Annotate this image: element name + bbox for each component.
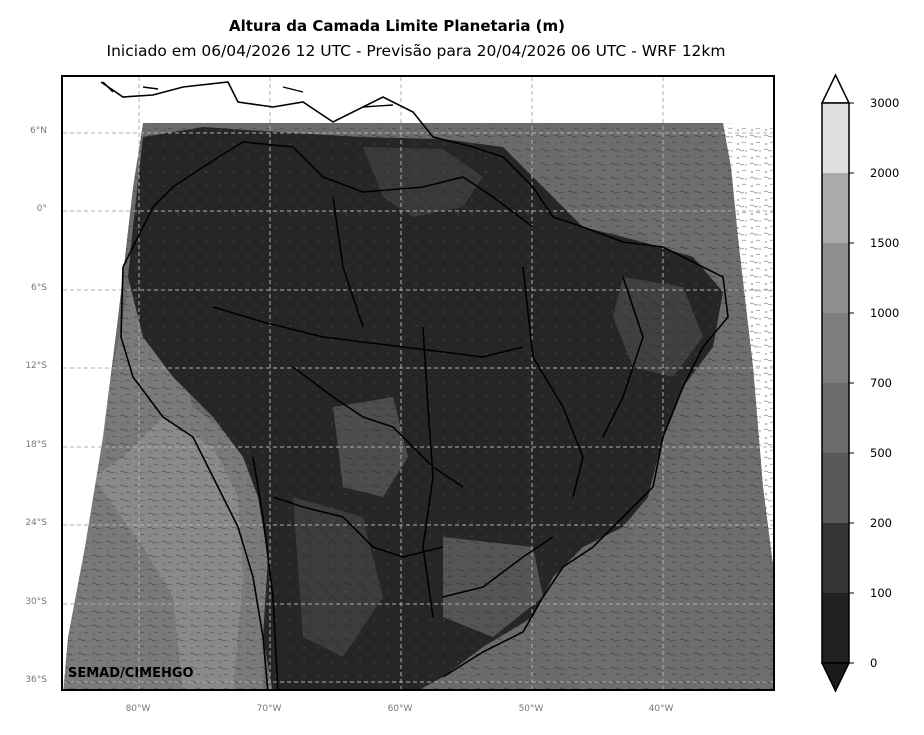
- colorbar-tick-label: 700: [870, 376, 892, 390]
- caribbean-coast: [102, 81, 394, 108]
- colorbar-under-arrow: [820, 662, 851, 693]
- colorbar-segment: [822, 173, 849, 243]
- no-data-top: [63, 77, 773, 689]
- colorbar-tick-label: 0: [870, 656, 878, 670]
- map-subtitle: Iniciado em 06/04/2026 12 UTC - Previsão…: [106, 42, 726, 60]
- colorbar-tick-label: 200: [870, 516, 892, 530]
- lat-label-36s: 36°S: [25, 675, 47, 685]
- colorbar-tick-label: 500: [870, 446, 892, 460]
- lon-label-50w: 50°W: [518, 704, 544, 714]
- lat-label-30s: 30°S: [25, 597, 47, 607]
- colorbar-segment: [822, 383, 849, 453]
- map-title: Altura da Camada Limite Planetaria (m): [228, 17, 566, 35]
- colorbar-tick-label: 3000: [870, 96, 900, 110]
- lat-label-18s: 18°S: [25, 440, 47, 450]
- texture-overlay: [63, 77, 773, 689]
- colorbar-segment: [822, 453, 849, 523]
- colorbar-segment: [822, 593, 849, 663]
- lon-label-80w: 80°W: [125, 704, 151, 714]
- map-panel: SEMAD/CIMEHGO: [61, 75, 775, 691]
- watermark: SEMAD/CIMEHGO: [68, 666, 194, 681]
- lat-label-12s: 12°S: [25, 361, 47, 371]
- colorbar-tick-label: 1000: [870, 306, 900, 320]
- colorbar-tick-label: 1500: [870, 236, 900, 250]
- colorbar-segment: [822, 313, 849, 383]
- lon-label-70w: 70°W: [256, 704, 282, 714]
- lat-label-0: 0°: [36, 204, 47, 214]
- pbl-height-map: SEMAD/CIMEHGO: [63, 77, 773, 689]
- colorbar-tick-label: 2000: [870, 166, 900, 180]
- lon-label-40w: 40°W: [648, 704, 674, 714]
- colorbar-segment: [822, 103, 849, 173]
- lon-label-60w: 60°W: [387, 704, 413, 714]
- colorbar: [820, 73, 854, 693]
- lat-label-6s: 6°S: [31, 283, 47, 293]
- colorbar-over-arrow: [820, 73, 851, 104]
- colorbar-tick-label: 100: [870, 586, 892, 600]
- lat-label-6n: 6°N: [30, 126, 47, 136]
- lat-label-24s: 24°S: [25, 518, 47, 528]
- coastlines-borders: [100, 81, 729, 689]
- colorbar-segment: [822, 243, 849, 313]
- colorbar-segment: [822, 523, 849, 593]
